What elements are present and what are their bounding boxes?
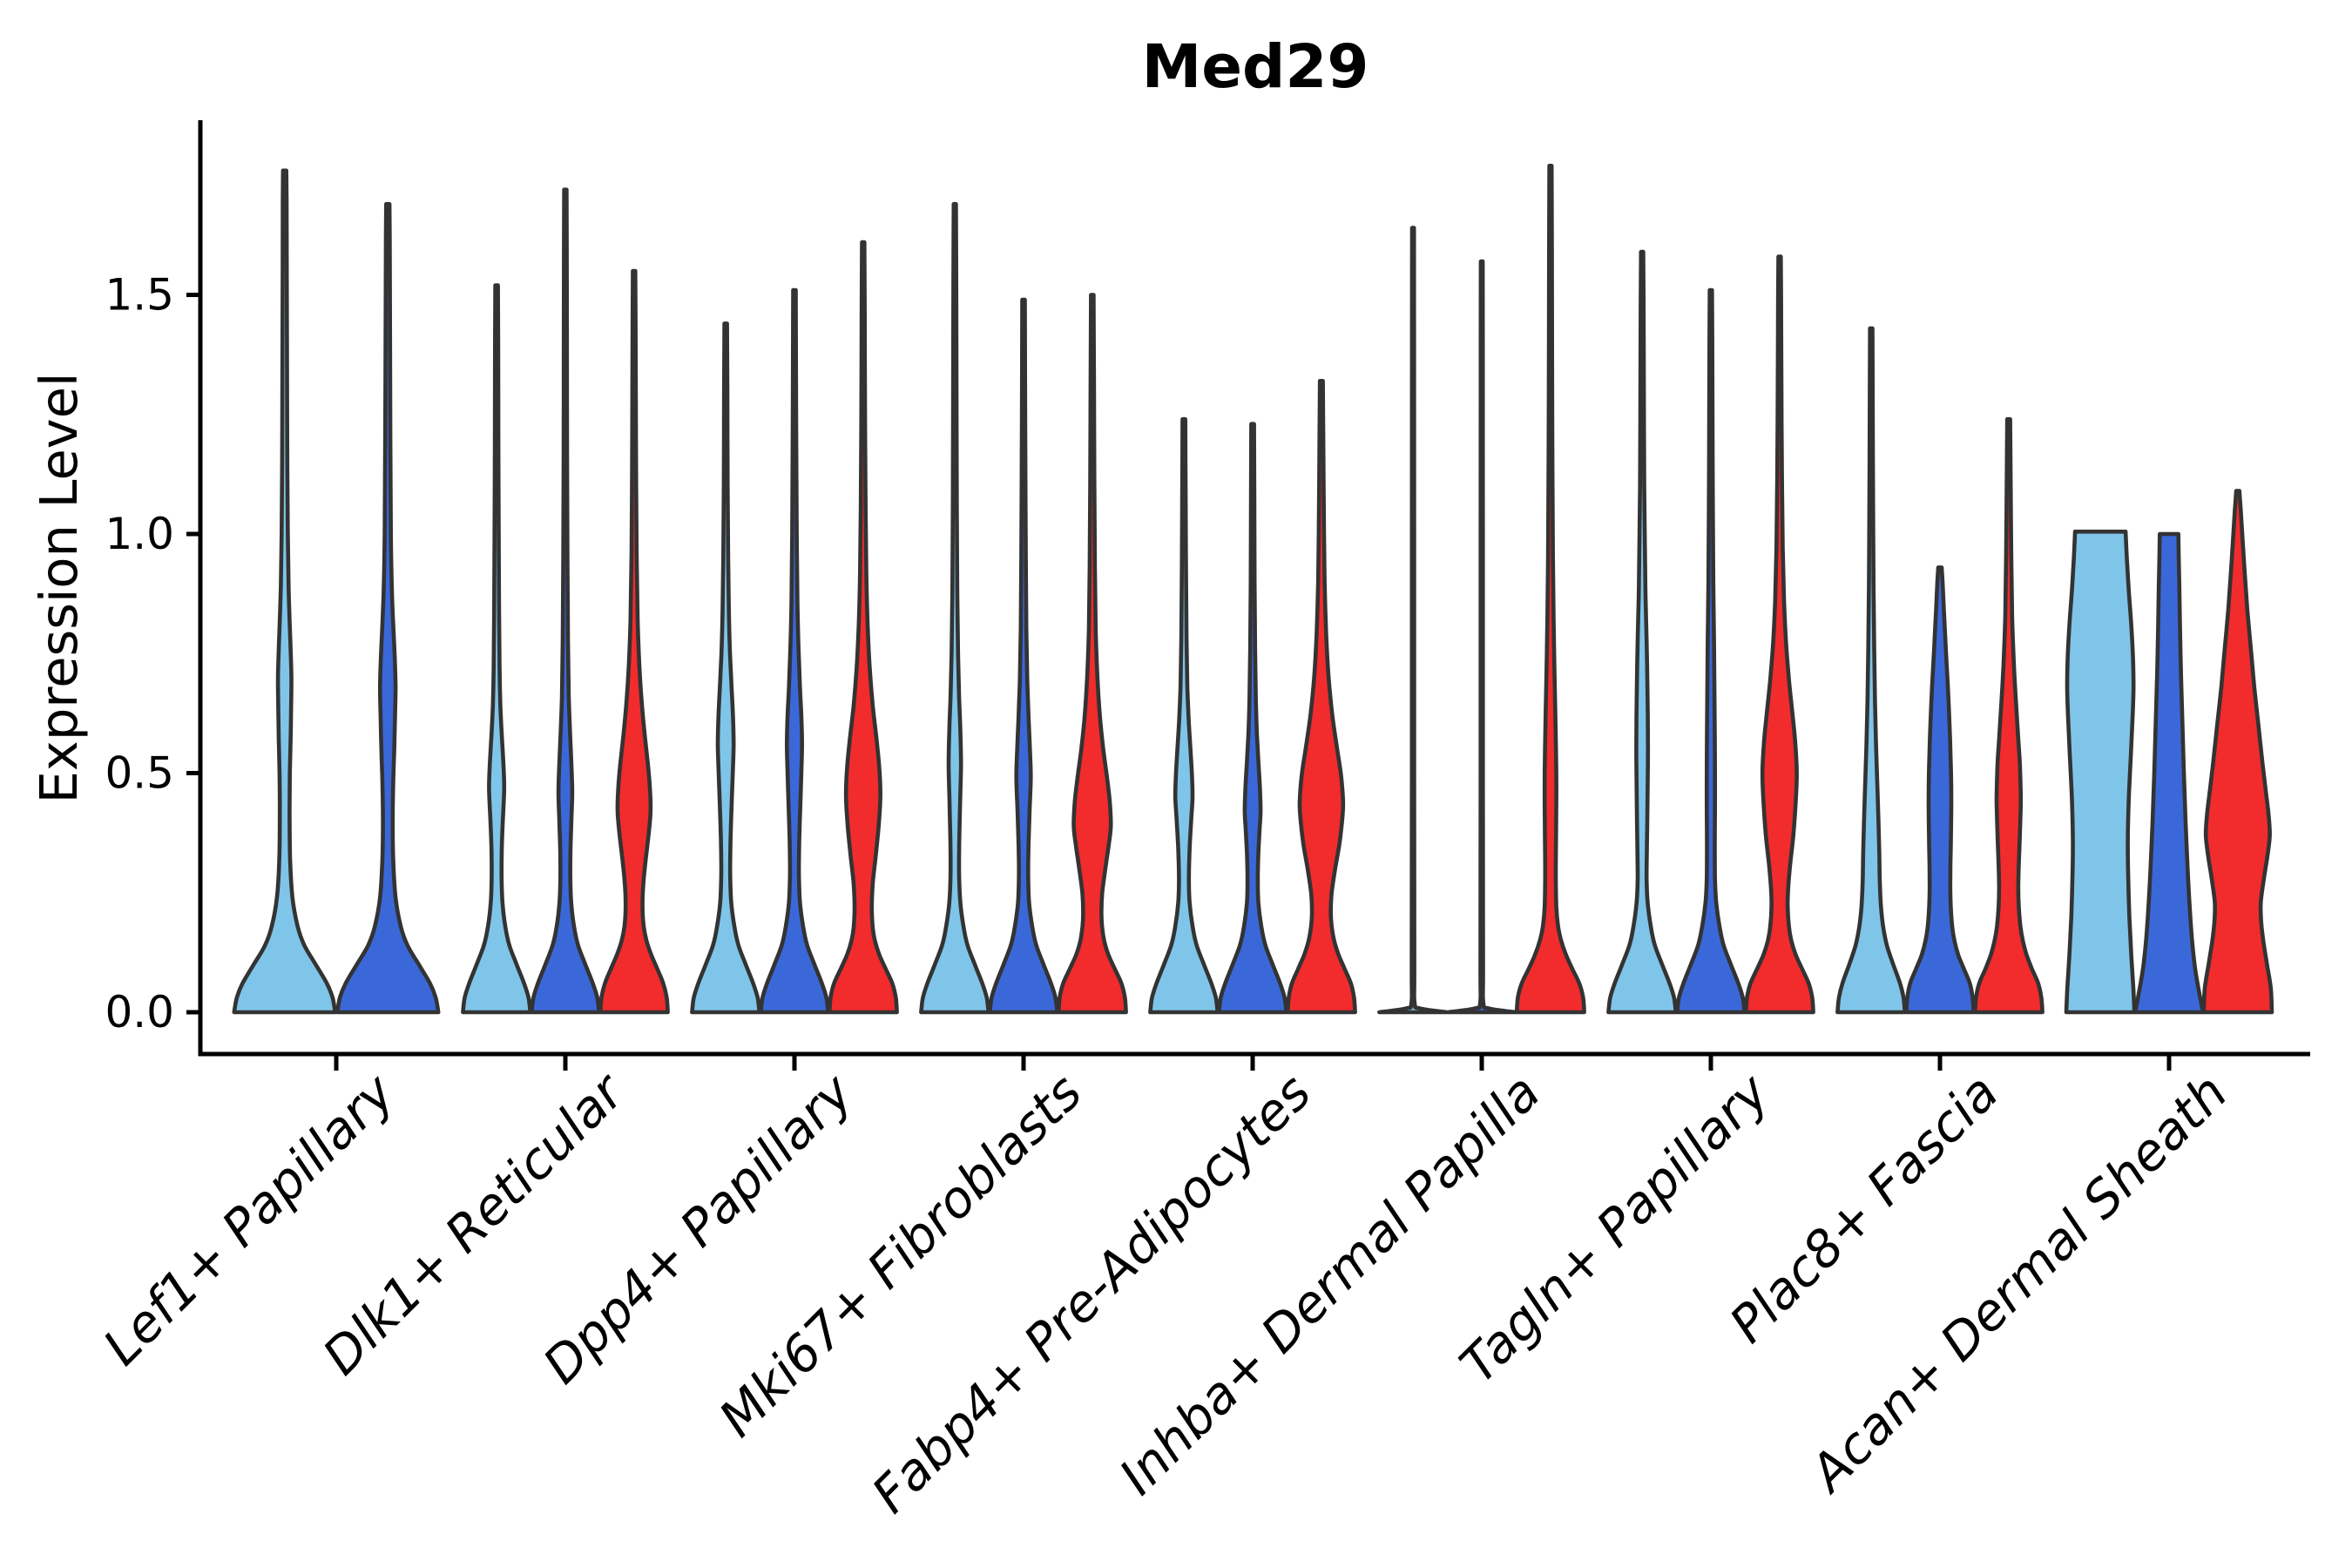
violin-inhba-dark_blue — [1446, 259, 1517, 1015]
y-axis-label: Expression Level — [29, 373, 89, 804]
violin-dpp4-red — [827, 240, 899, 1015]
x-tick-label-9: Acan+ Dermal Sheath — [1796, 1063, 2239, 1505]
violin-fabp4-dark_blue — [1217, 422, 1288, 1015]
violin-inhba-light_blue — [1377, 226, 1450, 1015]
violin-series — [232, 164, 2274, 1015]
y-tick-label: 0.5 — [105, 748, 174, 799]
violin-acan-light_blue — [2064, 530, 2137, 1015]
violin-acan-red — [2201, 489, 2274, 1015]
y-tick-label: 1.0 — [105, 509, 174, 559]
violin-fabp4-light_blue — [1148, 416, 1220, 1015]
violin-plac8-light_blue — [1835, 326, 1908, 1015]
violin-plac8-dark_blue — [1904, 565, 1976, 1015]
violin-fabp4-red — [1285, 379, 1357, 1015]
x-tick-label-5: Fabp4+ Pre-Adipocytes — [861, 1063, 1322, 1524]
violin-mki67-light_blue — [919, 201, 991, 1015]
violin-tagln-red — [1743, 254, 1815, 1015]
violin-inhba-red — [1514, 164, 1586, 1015]
violin-mki67-red — [1056, 293, 1128, 1015]
violin-acan-dark_blue — [2132, 531, 2206, 1015]
violin-lef1-light_blue — [232, 168, 338, 1015]
violin-dpp4-dark_blue — [759, 287, 830, 1015]
y-tick-label: 0.0 — [105, 987, 174, 1037]
y-axis: 0.0 0.5 1.0 1.5 — [105, 120, 203, 1057]
violin-mki67-dark_blue — [988, 297, 1059, 1015]
violin-tagln-light_blue — [1606, 249, 1679, 1015]
x-tick-label-6: Inhba+ Dermal Papilla — [1108, 1063, 1551, 1506]
violin-dlk1-red — [598, 268, 670, 1015]
violin-dlk1-dark_blue — [530, 187, 601, 1015]
plot-title: Med29 — [1142, 32, 1369, 102]
violin-plac8-red — [1972, 416, 2044, 1015]
y-tick-label: 1.5 — [105, 270, 174, 321]
violin-lef1-dark_blue — [335, 201, 441, 1015]
violin-dlk1-light_blue — [461, 283, 533, 1015]
violin-dpp4-light_blue — [690, 321, 762, 1015]
violin-tagln-dark_blue — [1675, 287, 1747, 1015]
